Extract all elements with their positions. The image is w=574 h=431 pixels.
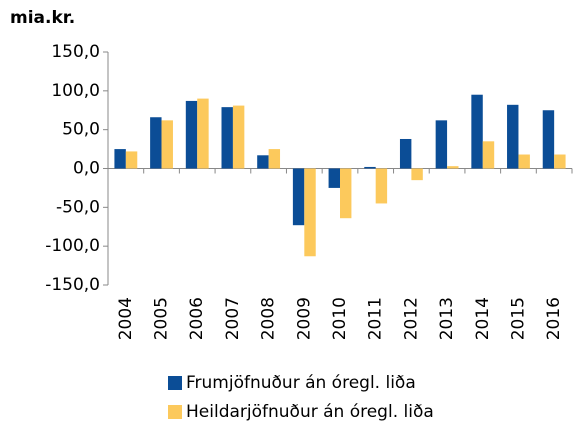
y-tick-label: 0,0 [73,159,100,179]
bar [150,117,162,169]
bar [232,105,245,169]
x-tick-label: 2014 [473,297,493,340]
x-tick-label: 2008 [259,297,279,340]
bar [375,168,388,204]
y-tick-label: 150,0 [51,42,100,62]
bar [304,168,316,257]
x-tick-label: 2011 [366,297,386,340]
bar [257,155,269,169]
x-tick-label: 2004 [116,297,136,340]
y-tick-label: 50,0 [62,120,100,140]
x-tick-label: 2012 [401,297,421,340]
bar [411,168,423,181]
bar [221,107,233,169]
x-tick-label: 2013 [437,297,457,340]
bar [447,166,459,169]
legend-swatch [168,405,182,419]
bar [364,166,376,169]
bar [471,94,483,169]
x-tick-label: 2016 [544,297,564,340]
bar [507,104,519,169]
y-tick-label: -100,0 [45,236,100,256]
bar [161,120,173,169]
bar [340,168,352,219]
bar [518,154,530,169]
bar [435,120,448,169]
x-tick-label: 2006 [187,297,207,340]
bar [268,149,281,169]
bar [125,151,138,169]
y-tick-label: -150,0 [45,275,100,295]
x-tick-label: 2010 [330,297,350,340]
bar [328,168,340,188]
y-tick-label: 100,0 [51,81,100,101]
y-tick-label: -50,0 [56,197,100,217]
bar [482,141,495,169]
bar [114,149,126,169]
legend-label: Heildarjöfnuður án óregl. liða [186,402,434,422]
bar [185,100,198,169]
bar [292,168,305,226]
bar [554,154,566,169]
legend-label: Frumjöfnuður án óregl. liða [186,373,416,393]
bar [399,138,412,169]
bar [542,110,555,169]
x-tick-label: 2005 [152,297,172,340]
chart-title: mia.kr. [10,8,75,28]
x-tick-label: 2007 [223,297,243,340]
x-tick-label: 2009 [294,297,314,340]
legend-swatch [168,376,182,390]
bar [197,98,209,169]
x-tick-label: 2015 [508,297,528,340]
